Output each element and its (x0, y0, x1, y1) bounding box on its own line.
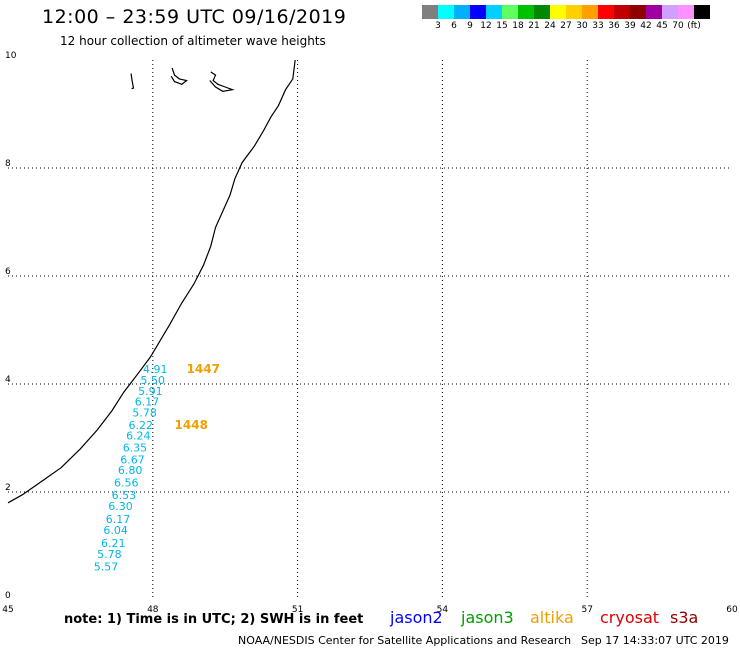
island-outline (170, 67, 188, 85)
satellite-s3a: s3a (670, 608, 699, 627)
scale-label: 39 (624, 21, 636, 31)
scale-label: 36 (608, 21, 620, 31)
scale-swatch-8 (550, 5, 566, 19)
y-tick-label: 0 (5, 591, 11, 601)
scale-swatch-17 (694, 5, 710, 19)
wave-height-label: 6.53 (112, 489, 137, 502)
x-tick-label: 48 (147, 605, 159, 615)
page-title: 12:00 – 23:59 UTC 09/16/2019 (42, 6, 347, 28)
scale-swatch-15 (662, 5, 678, 19)
scale-label: 45 (656, 21, 668, 31)
wave-height-label: 6.22 (128, 419, 153, 432)
wave-height-label: 6.30 (108, 500, 133, 513)
y-tick-label: 2 (5, 483, 11, 493)
scale-label: 18 (512, 21, 524, 31)
scale-swatch-10 (582, 5, 598, 19)
scale-swatch-0 (422, 5, 438, 19)
scale-swatch-12 (614, 5, 630, 19)
wave-height-label: 6.80 (118, 464, 143, 477)
satellite-cryosat: cryosat (600, 608, 660, 627)
scale-label: 12 (480, 21, 492, 31)
scale-label: 6 (451, 21, 457, 31)
generated-timestamp: Sep 17 14:33:07 UTC 2019 (581, 634, 729, 647)
scale-label: 15 (496, 21, 508, 31)
satellite-jason2: jason2 (390, 608, 443, 627)
wave-height-label: 4.91 (143, 363, 168, 376)
wave-height-color-scale (422, 5, 710, 19)
scale-swatch-9 (566, 5, 582, 19)
scale-label: 24 (544, 21, 556, 31)
x-tick-label: 45 (2, 605, 13, 615)
scale-label: 21 (528, 21, 540, 31)
wave-height-label: 5.57 (94, 560, 119, 573)
wave-height-label: 6.21 (101, 537, 126, 550)
scale-swatch-5 (502, 5, 518, 19)
scale-label: 70 (672, 21, 684, 31)
scale-swatch-6 (518, 5, 534, 19)
pass-time-label: 1447 (187, 362, 220, 376)
scale-swatch-16 (678, 5, 694, 19)
satellite-altika: altika (530, 608, 574, 627)
y-tick-label: 8 (5, 159, 11, 169)
wave-height-label: 6.56 (114, 477, 139, 490)
units-note: note: 1) Time is in UTC; 2) SWH is in fe… (64, 612, 364, 627)
wave-height-label: 6.67 (120, 453, 145, 466)
scale-swatch-1 (438, 5, 454, 19)
wave-height-label: 6.35 (123, 442, 148, 455)
wave-height-label: 5.78 (132, 406, 157, 419)
x-tick-label: 54 (437, 605, 449, 615)
scale-label: 27 (560, 21, 572, 31)
scale-swatch-4 (486, 5, 502, 19)
y-tick-label: 10 (5, 51, 17, 61)
scale-swatch-14 (646, 5, 662, 19)
scale-swatch-3 (470, 5, 486, 19)
wave-height-label: 5.50 (141, 374, 166, 387)
scale-label: 3 (435, 21, 441, 31)
island-outline (209, 71, 235, 92)
scale-label: 30 (576, 21, 588, 31)
coastline (7, 59, 296, 504)
x-tick-label: 57 (581, 605, 592, 615)
pass-time-label: 1448 (175, 418, 208, 432)
scale-swatch-7 (534, 5, 550, 19)
wave-height-label: 6.04 (103, 524, 128, 537)
wave-height-label: 5.78 (97, 548, 122, 561)
x-tick-label: 51 (292, 605, 303, 615)
scale-label: 33 (592, 21, 604, 31)
island-outline (130, 73, 135, 90)
credit-text: NOAA/NESDIS Center for Satellite Applica… (238, 634, 572, 647)
page-subtitle: 12 hour collection of altimeter wave hei… (60, 34, 326, 48)
scale-swatch-2 (454, 5, 470, 19)
wave-height-label: 6.24 (126, 430, 151, 443)
y-tick-label: 6 (5, 267, 11, 277)
wave-height-label: 5.91 (138, 385, 163, 398)
scale-swatch-11 (598, 5, 614, 19)
color-scale-labels: 3 6 9 12 15 18 21 24 27 30 33 36 39 42 45 70 (ft) (422, 21, 740, 33)
wave-height-label: 6.17 (106, 513, 131, 526)
satellite-jason3: jason3 (461, 608, 514, 627)
x-tick-label: 60 (726, 605, 738, 615)
y-tick-label: 4 (5, 375, 11, 385)
wave-height-label: 6.17 (135, 396, 160, 409)
scale-label: 9 (467, 21, 473, 31)
scale-label: 42 (640, 21, 652, 31)
scale-swatch-13 (630, 5, 646, 19)
scale-label: (ft) (687, 21, 701, 31)
